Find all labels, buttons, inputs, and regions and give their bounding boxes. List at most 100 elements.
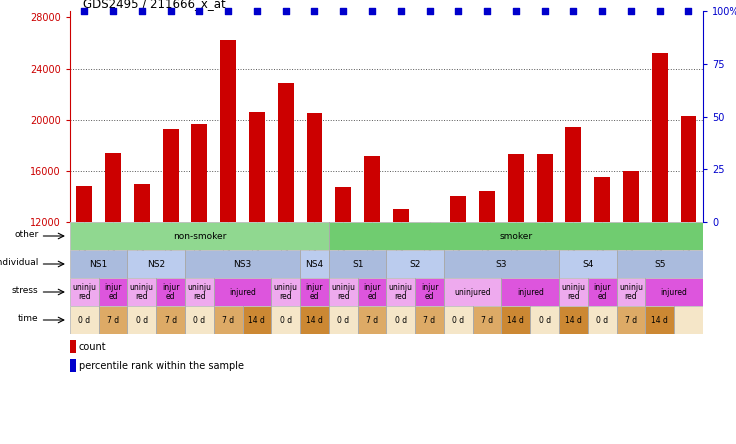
Text: injur
ed: injur ed — [593, 283, 611, 301]
Bar — [588, 306, 617, 334]
Point — [107, 8, 119, 15]
Bar — [220, 40, 236, 375]
Bar — [617, 306, 645, 334]
Bar — [473, 306, 501, 334]
Bar — [386, 250, 444, 278]
Bar — [300, 250, 329, 278]
Text: injur
ed: injur ed — [105, 283, 122, 301]
Bar — [645, 278, 703, 306]
Point — [337, 8, 349, 15]
Bar — [185, 278, 213, 306]
Bar — [386, 250, 444, 278]
Text: injured: injured — [661, 288, 687, 297]
Bar — [70, 359, 76, 372]
Text: injured: injured — [229, 288, 256, 297]
Bar — [300, 306, 329, 334]
Text: S4: S4 — [582, 259, 593, 269]
Bar — [70, 222, 329, 250]
Text: S5: S5 — [654, 259, 665, 269]
Bar — [617, 250, 703, 278]
Bar — [156, 306, 185, 334]
Bar — [77, 186, 92, 375]
Bar — [501, 306, 530, 334]
Text: 14 d: 14 d — [651, 316, 668, 325]
Bar — [185, 250, 300, 278]
Point — [251, 8, 263, 15]
Text: uninju
red: uninju red — [274, 283, 297, 301]
Text: 0 d: 0 d — [452, 316, 464, 325]
Bar — [99, 306, 127, 334]
Text: NS2: NS2 — [147, 259, 166, 269]
Bar — [588, 306, 617, 334]
Bar — [617, 250, 703, 278]
Point — [79, 8, 91, 15]
Bar — [213, 306, 243, 334]
Bar — [358, 278, 386, 306]
Bar — [70, 250, 127, 278]
Bar — [444, 306, 473, 334]
Text: 7 d: 7 d — [107, 316, 119, 325]
Text: NS1: NS1 — [90, 259, 107, 269]
Text: injur
ed: injur ed — [421, 283, 439, 301]
Bar — [127, 250, 185, 278]
Bar — [358, 306, 386, 334]
Bar — [163, 129, 179, 375]
Bar — [272, 306, 300, 334]
Bar — [617, 278, 645, 306]
Text: individual: individual — [0, 258, 38, 267]
Bar — [329, 306, 358, 334]
Bar — [105, 153, 121, 375]
Bar — [156, 278, 185, 306]
Bar — [559, 250, 617, 278]
Bar — [559, 306, 588, 334]
Bar — [70, 306, 99, 334]
Text: other: other — [14, 230, 38, 239]
Bar — [70, 340, 76, 353]
Text: 0 d: 0 d — [337, 316, 350, 325]
Bar — [329, 306, 358, 334]
Bar — [329, 278, 358, 306]
Text: injur
ed: injur ed — [162, 283, 180, 301]
Bar — [501, 278, 559, 306]
Bar — [99, 278, 127, 306]
Point — [308, 8, 320, 15]
Point — [567, 8, 579, 15]
Text: percentile rank within the sample: percentile rank within the sample — [79, 361, 244, 370]
Text: 14 d: 14 d — [507, 316, 524, 325]
Bar — [450, 196, 466, 375]
Bar — [386, 306, 415, 334]
Bar — [565, 127, 581, 375]
Text: 7 d: 7 d — [366, 316, 378, 325]
Point — [453, 8, 464, 15]
Bar — [307, 113, 322, 375]
Bar — [213, 306, 243, 334]
Bar — [386, 278, 415, 306]
Bar — [617, 278, 645, 306]
Bar — [329, 250, 386, 278]
Bar — [422, 223, 437, 375]
Text: 7 d: 7 d — [222, 316, 234, 325]
Bar — [70, 278, 99, 306]
Text: 7 d: 7 d — [423, 316, 436, 325]
Text: uninju
red: uninju red — [619, 283, 643, 301]
Bar — [364, 155, 380, 375]
Bar — [479, 191, 495, 375]
Bar — [272, 306, 300, 334]
Bar — [588, 278, 617, 306]
Point — [424, 8, 436, 15]
Bar — [473, 306, 501, 334]
Bar — [652, 53, 668, 375]
Text: uninju
red: uninju red — [331, 283, 355, 301]
Bar — [559, 250, 617, 278]
Bar — [444, 250, 559, 278]
Bar — [99, 306, 127, 334]
Bar — [444, 306, 473, 334]
Bar — [617, 306, 645, 334]
Bar — [645, 306, 674, 334]
Bar — [674, 306, 703, 334]
Text: injur
ed: injur ed — [305, 283, 323, 301]
Bar — [444, 250, 559, 278]
Bar — [70, 306, 99, 334]
Bar — [185, 306, 213, 334]
Bar — [272, 278, 300, 306]
